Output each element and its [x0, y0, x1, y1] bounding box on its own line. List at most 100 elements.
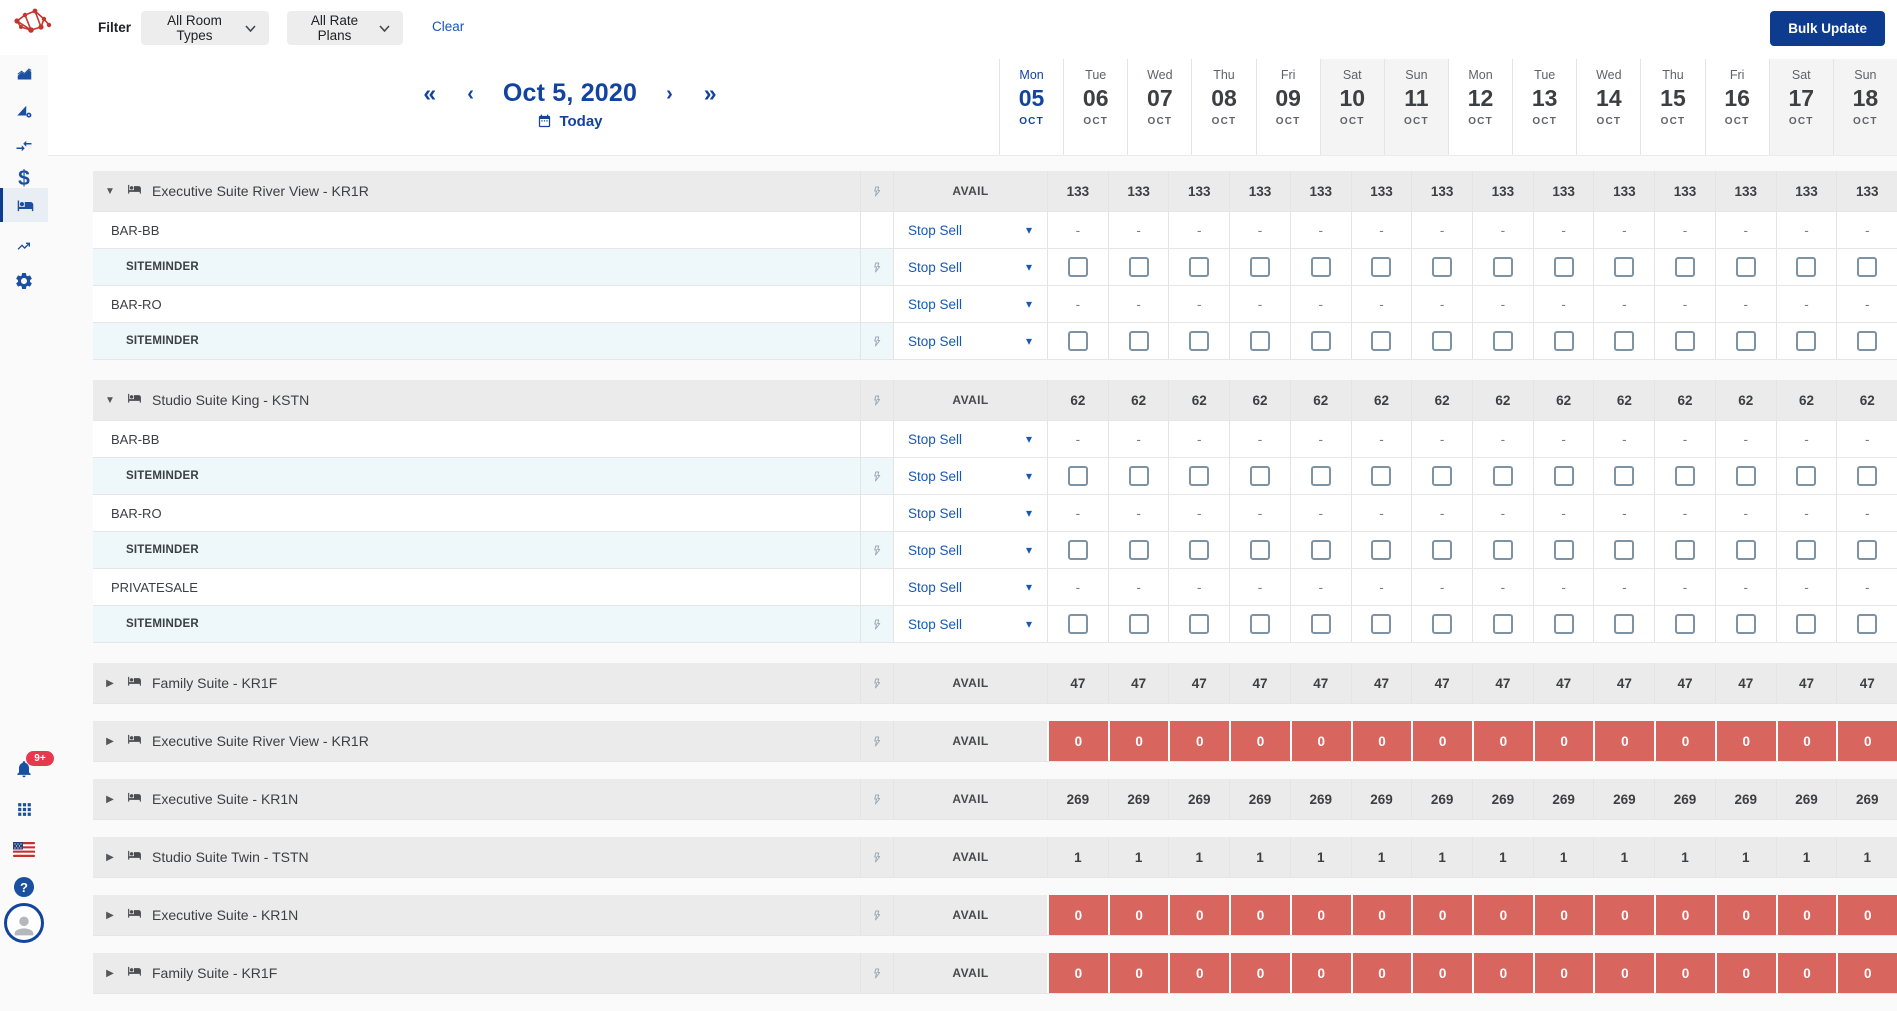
stop-sell-checkbox[interactable]: [1189, 614, 1210, 634]
stop-sell-checkbox[interactable]: [1371, 331, 1392, 351]
sidebar-item-help[interactable]: ?: [0, 871, 48, 903]
stop-sell-checkbox[interactable]: [1614, 466, 1635, 486]
stop-sell-checkbox[interactable]: [1857, 257, 1878, 277]
stop-sell-checkbox[interactable]: [1189, 257, 1210, 277]
stop-sell-checkbox[interactable]: [1371, 540, 1392, 560]
stop-sell-checkbox[interactable]: [1675, 331, 1696, 351]
stop-sell-checkbox[interactable]: [1614, 540, 1635, 560]
stop-sell-checkbox[interactable]: [1857, 466, 1878, 486]
clear-filters-link[interactable]: Clear: [432, 19, 465, 34]
stop-sell-checkbox[interactable]: [1250, 466, 1271, 486]
stop-sell-checkbox[interactable]: [1067, 614, 1088, 634]
stop-sell-checkbox[interactable]: [1735, 257, 1756, 277]
sidebar-item-inventory-calendar[interactable]: [0, 188, 48, 222]
stop-sell-checkbox[interactable]: [1250, 331, 1271, 351]
stop-sell-checkbox[interactable]: [1735, 540, 1756, 560]
sidebar-item-channel-sync[interactable]: [0, 130, 48, 162]
stop-sell-checkbox[interactable]: [1310, 466, 1331, 486]
room-type-header-row[interactable]: ▼ Studio Suite King - KSTN AVAIL 62 62 62 62 62…: [93, 380, 1897, 421]
stop-sell-checkbox[interactable]: [1492, 540, 1513, 560]
stop-sell-checkbox[interactable]: [1432, 257, 1453, 277]
stop-sell-checkbox[interactable]: [1857, 614, 1878, 634]
stop-sell-checkbox[interactable]: [1857, 331, 1878, 351]
expand-toggle-icon[interactable]: ▼: [105, 185, 115, 197]
room-type-header-row[interactable]: ▶ Executive Suite River View - KR1R AVAIL 0…: [93, 721, 1897, 762]
stop-sell-checkbox[interactable]: [1735, 466, 1756, 486]
stop-sell-checkbox[interactable]: [1432, 331, 1453, 351]
stop-sell-checkbox[interactable]: [1128, 614, 1149, 634]
stop-sell-checkbox[interactable]: [1614, 614, 1635, 634]
stop-sell-checkbox[interactable]: [1250, 614, 1271, 634]
fast-backward-button[interactable]: «: [423, 80, 437, 106]
room-type-header-row[interactable]: ▶ Family Suite - KR1F AVAIL 47 47 47 47 47 47 47 4…: [93, 663, 1897, 704]
stop-sell-checkbox[interactable]: [1189, 331, 1210, 351]
fast-forward-button[interactable]: »: [703, 80, 717, 106]
app-logo[interactable]: [8, 2, 56, 48]
stop-sell-checkbox[interactable]: [1492, 257, 1513, 277]
sidebar-item-account[interactable]: [0, 903, 48, 943]
stop-sell-checkbox[interactable]: [1128, 466, 1149, 486]
stop-sell-checkbox[interactable]: [1735, 614, 1756, 634]
sidebar-item-rate-analytics[interactable]: [0, 95, 48, 127]
room-types-filter-dropdown[interactable]: All Room Types: [141, 11, 269, 45]
stop-sell-checkbox[interactable]: [1371, 466, 1392, 486]
stop-sell-checkbox[interactable]: [1675, 540, 1696, 560]
stop-sell-checkbox[interactable]: [1432, 466, 1453, 486]
room-type-header-row[interactable]: ▼ Executive Suite River View - KR1R AVAIL 1…: [93, 171, 1897, 212]
stop-sell-checkbox[interactable]: [1310, 614, 1331, 634]
stop-sell-checkbox[interactable]: [1553, 466, 1574, 486]
stop-sell-checkbox[interactable]: [1250, 540, 1271, 560]
room-type-header-row[interactable]: ▶ Executive Suite - KR1N AVAIL 269 269 269 269…: [93, 779, 1897, 820]
stop-sell-dropdown[interactable]: Stop Sell ▾: [894, 543, 1047, 558]
stop-sell-checkbox[interactable]: [1310, 540, 1331, 560]
expand-toggle-icon[interactable]: ▶: [106, 677, 114, 689]
expand-toggle-icon[interactable]: ▶: [106, 967, 114, 979]
stop-sell-checkbox[interactable]: [1796, 466, 1817, 486]
stop-sell-dropdown[interactable]: Stop Sell ▾: [894, 469, 1047, 484]
stop-sell-checkbox[interactable]: [1067, 540, 1088, 560]
stop-sell-checkbox[interactable]: [1796, 331, 1817, 351]
sidebar-item-notifications[interactable]: [0, 753, 48, 785]
stop-sell-checkbox[interactable]: [1614, 331, 1635, 351]
sidebar-item-settings[interactable]: [0, 265, 48, 297]
stop-sell-dropdown[interactable]: Stop Sell ▾: [894, 223, 1047, 238]
stop-sell-checkbox[interactable]: [1553, 257, 1574, 277]
rate-plans-filter-dropdown[interactable]: All Rate Plans: [287, 11, 403, 45]
stop-sell-checkbox[interactable]: [1067, 257, 1088, 277]
sidebar-item-language[interactable]: [0, 833, 48, 865]
previous-day-button[interactable]: ‹: [467, 82, 474, 105]
stop-sell-checkbox[interactable]: [1432, 614, 1453, 634]
stop-sell-checkbox[interactable]: [1675, 466, 1696, 486]
expand-toggle-icon[interactable]: ▶: [106, 909, 114, 921]
stop-sell-checkbox[interactable]: [1189, 540, 1210, 560]
stop-sell-dropdown[interactable]: Stop Sell ▾: [894, 260, 1047, 275]
stop-sell-dropdown[interactable]: Stop Sell ▾: [894, 297, 1047, 312]
sidebar-item-apps[interactable]: [0, 793, 48, 825]
stop-sell-checkbox[interactable]: [1614, 257, 1635, 277]
stop-sell-checkbox[interactable]: [1553, 331, 1574, 351]
stop-sell-checkbox[interactable]: [1371, 257, 1392, 277]
stop-sell-checkbox[interactable]: [1189, 466, 1210, 486]
stop-sell-checkbox[interactable]: [1250, 257, 1271, 277]
stop-sell-checkbox[interactable]: [1432, 540, 1453, 560]
room-type-header-row[interactable]: ▶ Executive Suite - KR1N AVAIL 0 0 0 0 0 0 0 0 0 0 0 0…: [93, 895, 1897, 936]
stop-sell-checkbox[interactable]: [1492, 331, 1513, 351]
stop-sell-checkbox[interactable]: [1128, 257, 1149, 277]
stop-sell-checkbox[interactable]: [1553, 614, 1574, 634]
expand-toggle-icon[interactable]: ▶: [106, 735, 114, 747]
stop-sell-checkbox[interactable]: [1492, 614, 1513, 634]
stop-sell-dropdown[interactable]: Stop Sell ▾: [894, 334, 1047, 349]
sidebar-item-trends[interactable]: [0, 230, 48, 262]
stop-sell-checkbox[interactable]: [1796, 540, 1817, 560]
stop-sell-checkbox[interactable]: [1128, 331, 1149, 351]
stop-sell-checkbox[interactable]: [1371, 614, 1392, 634]
today-button[interactable]: Today: [531, 112, 608, 131]
stop-sell-checkbox[interactable]: [1857, 540, 1878, 560]
stop-sell-checkbox[interactable]: [1553, 540, 1574, 560]
stop-sell-checkbox[interactable]: [1735, 331, 1756, 351]
stop-sell-checkbox[interactable]: [1675, 614, 1696, 634]
sidebar-item-pricing[interactable]: $: [0, 162, 48, 194]
stop-sell-checkbox[interactable]: [1310, 331, 1331, 351]
stop-sell-checkbox[interactable]: [1796, 614, 1817, 634]
next-day-button[interactable]: ›: [666, 82, 673, 105]
